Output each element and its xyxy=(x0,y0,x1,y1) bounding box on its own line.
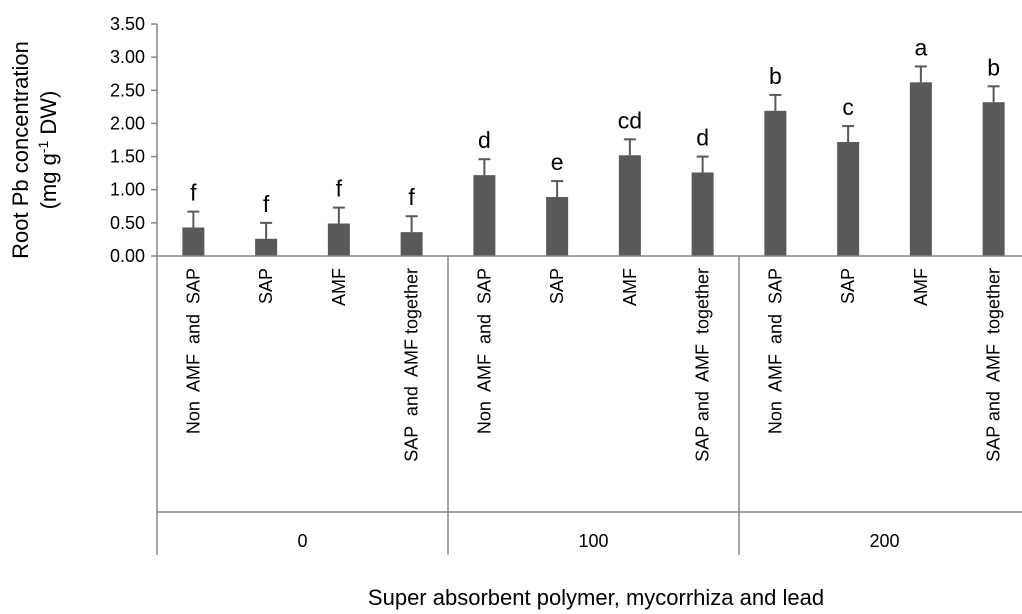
bar xyxy=(982,102,1005,257)
significance-letter: f xyxy=(190,180,197,206)
significance-letter: cd xyxy=(618,107,642,133)
y-tick-label: 1.50 xyxy=(110,147,145,167)
group-labels: 0 100 200 xyxy=(297,531,899,551)
bar xyxy=(691,172,714,256)
significance-letter: f xyxy=(263,191,270,217)
category-label: SAP xyxy=(838,268,858,304)
significance-letters: f f f f d e cd d b c a b xyxy=(190,34,1000,216)
bar xyxy=(400,232,423,256)
category-label: Non AMF and SAP xyxy=(183,268,203,434)
category-label: Non AMF and SAP xyxy=(474,268,494,434)
bars xyxy=(182,82,1005,257)
y-tick-label: 2.50 xyxy=(110,80,145,100)
y-tick-label: 0.50 xyxy=(110,213,145,233)
bar xyxy=(764,110,787,256)
significance-letter: e xyxy=(551,149,564,175)
bar xyxy=(327,223,350,256)
y-tick-label: 2.00 xyxy=(110,113,145,133)
significance-letter: c xyxy=(842,94,854,120)
category-labels: Non AMF and SAP SAP AMF SAP and AMF togethe… xyxy=(183,268,1003,462)
y-tick-label: 3.50 xyxy=(110,14,145,34)
significance-letter: a xyxy=(914,34,927,60)
group-label: 100 xyxy=(578,531,608,551)
x-axis-title: Super absorbent polymer, mycorrhiza and … xyxy=(368,585,824,610)
bar xyxy=(473,175,496,256)
error-bars xyxy=(187,65,1000,239)
group-label: 0 xyxy=(297,531,307,551)
y-tick-label: 1.00 xyxy=(110,180,145,200)
bar xyxy=(255,238,278,256)
category-label: SAP and AMF together xyxy=(693,268,713,462)
category-label: SAP and AMF together xyxy=(984,268,1004,462)
significance-letter: f xyxy=(336,176,343,202)
y-axis-ticks: 0.00 0.50 1.00 1.50 2.00 2.50 3.00 3.50 xyxy=(110,14,157,266)
category-label: AMF xyxy=(911,268,931,306)
y-axis-title-unit: (mg g-1 DW) xyxy=(35,91,61,210)
significance-letter: b xyxy=(769,63,782,89)
axes xyxy=(156,24,1022,555)
significance-letter: d xyxy=(696,125,709,151)
category-label: AMF xyxy=(620,268,640,306)
bar xyxy=(837,141,860,256)
group-label: 200 xyxy=(869,531,899,551)
bar xyxy=(909,82,932,257)
bar xyxy=(618,155,641,256)
bar xyxy=(182,227,205,256)
significance-letter: f xyxy=(408,184,415,210)
significance-letter: b xyxy=(987,54,1000,80)
bar xyxy=(546,197,569,256)
y-tick-label: 3.00 xyxy=(110,47,145,67)
category-label: SAP xyxy=(547,268,567,304)
category-label: AMF xyxy=(329,268,349,306)
category-label: SAP and AMF together xyxy=(402,268,422,462)
y-axis-title: Root Pb concentration xyxy=(8,41,33,259)
significance-letter: d xyxy=(478,127,491,153)
category-label: SAP xyxy=(256,268,276,304)
y-tick-label: 0.00 xyxy=(110,246,145,266)
category-label: Non AMF and SAP xyxy=(765,268,785,434)
